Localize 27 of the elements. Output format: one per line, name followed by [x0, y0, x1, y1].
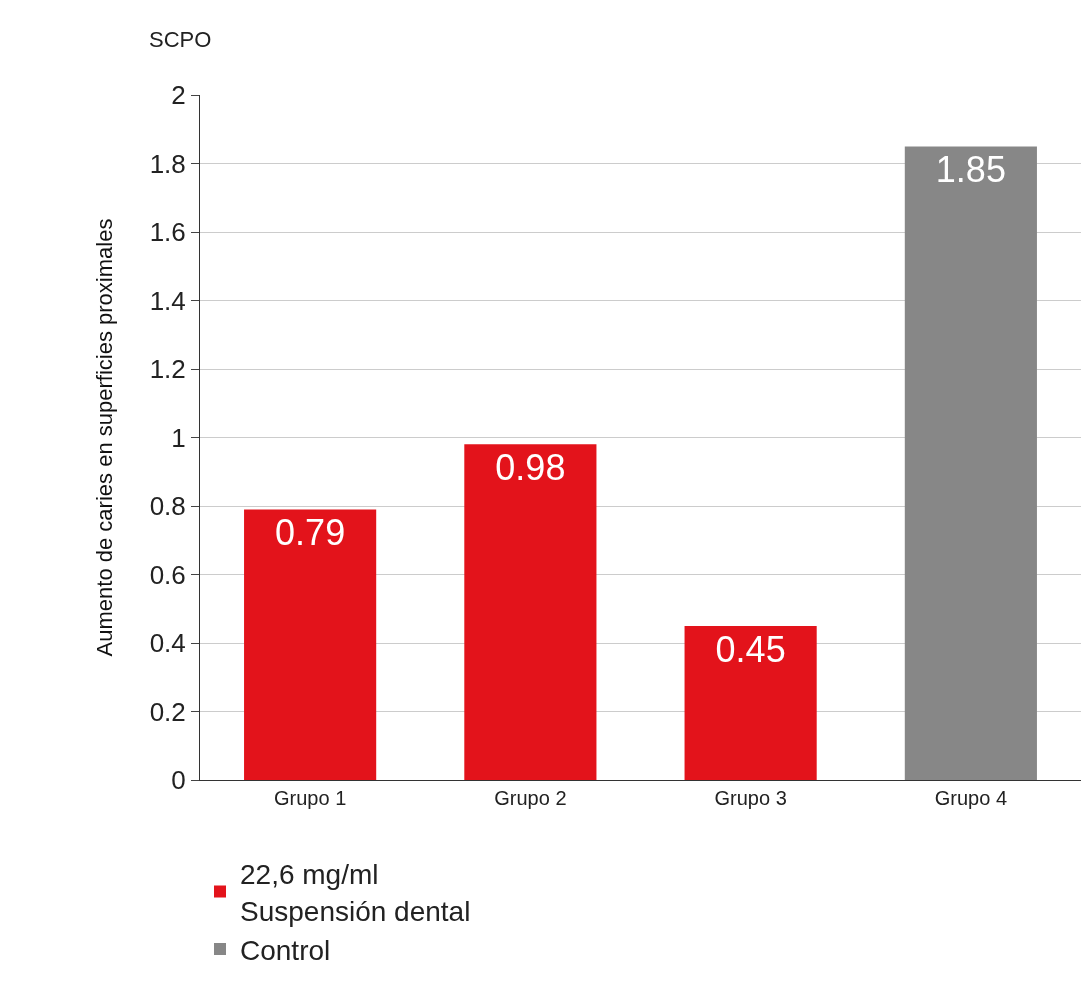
y-tick-label: 0: [171, 765, 186, 796]
y-tick-label: 1.6: [149, 217, 186, 248]
y-tick-label: 0.6: [149, 559, 186, 590]
x-tick-label: Grupo 3: [714, 787, 787, 809]
y-tick-label: 0.8: [149, 491, 186, 522]
x-tick-label: Grupo 2: [494, 787, 567, 809]
y-tick-label: 2: [171, 80, 186, 111]
y-tick-label: 0.4: [149, 628, 186, 659]
text: SCPO: [149, 27, 212, 52]
bar: [244, 509, 377, 780]
data-label: 1.85: [935, 149, 1006, 191]
y-axis-title: Aumento de caries en superficies proximales: [92, 218, 118, 657]
bar: [684, 625, 817, 780]
x-tick-label: Grupo 1: [274, 787, 347, 809]
data-label: 0.98: [495, 447, 566, 489]
bar: [464, 444, 597, 780]
legend-label: Control: [240, 934, 331, 966]
y-tick-label: 1.2: [149, 354, 186, 385]
y-tick-label: 1: [171, 422, 186, 453]
y-tick-label: 0.2: [149, 696, 186, 727]
y-tick-label: 1.8: [149, 148, 186, 179]
data-label: 0.45: [715, 628, 786, 670]
legend-label: 22,6 mg/ml Suspensión dental: [240, 859, 471, 927]
x-tick-label: Grupo 4: [934, 787, 1008, 809]
y-tick-label: 1.4: [149, 285, 186, 316]
data-label: 0.79: [275, 512, 346, 554]
bar: [904, 146, 1037, 780]
